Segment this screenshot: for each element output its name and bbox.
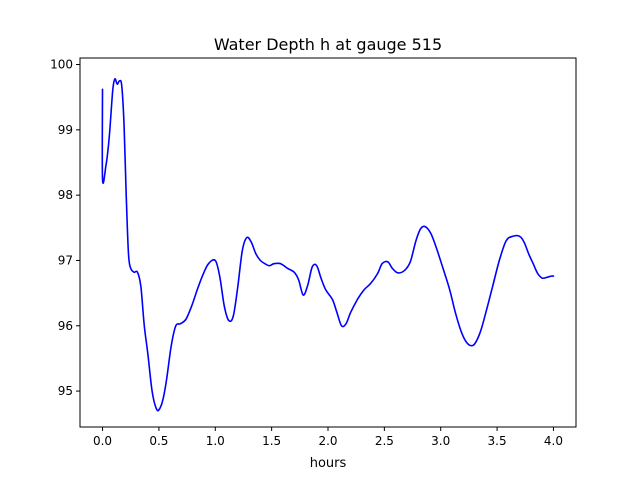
x-tick-label: 1.0 (206, 434, 225, 448)
x-tick-label: 3.0 (431, 434, 450, 448)
y-axis-ticks: 95 96 97 98 99 100 (50, 58, 80, 398)
x-tick-label: 4.0 (544, 434, 563, 448)
x-axis-label: hours (310, 456, 347, 471)
y-tick-label: 97 (58, 253, 73, 267)
x-tick-label: 2.5 (375, 434, 394, 448)
x-tick-label: 2.0 (318, 434, 337, 448)
axes-frame (79, 57, 577, 428)
x-tick-label: 0.5 (149, 434, 168, 448)
y-tick-label: 99 (58, 123, 73, 137)
x-tick-label: 3.5 (488, 434, 507, 448)
y-tick-label: 100 (50, 58, 73, 72)
y-tick-label: 98 (58, 188, 73, 202)
y-tick-label: 95 (58, 384, 73, 398)
series-line (101, 77, 555, 412)
chart-title: Water Depth h at gauge 515 (214, 35, 442, 54)
x-tick-label: 0.0 (93, 434, 112, 448)
x-tick-label: 1.5 (262, 434, 281, 448)
y-tick-label: 96 (58, 319, 73, 333)
plot-area (101, 77, 555, 412)
x-axis-ticks: 0.0 0.5 1.0 1.5 2.0 2.5 3.0 3.5 4.0 (93, 427, 563, 448)
